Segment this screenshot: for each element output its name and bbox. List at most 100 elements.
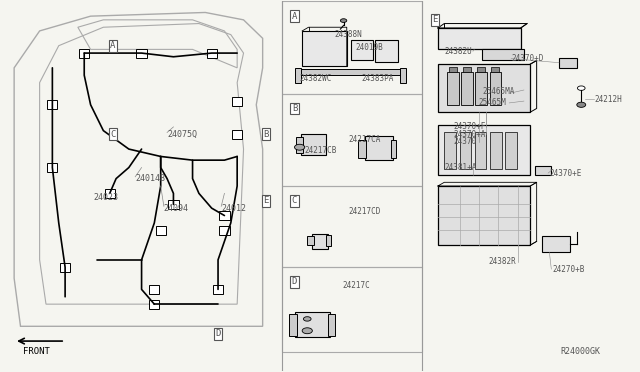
Text: 24382WC: 24382WC [300,74,332,83]
Bar [282,186,422,267]
Bar [492,67,499,72]
Text: 25465MA: 25465MA [483,87,515,96]
Bar [438,28,521,49]
Bar [282,1,422,94]
Text: 24370+A: 24370+A [454,130,486,139]
Bar [213,285,223,294]
Circle shape [340,19,347,22]
Text: 24075Q: 24075Q [167,130,197,139]
Bar [541,236,570,253]
Bar [483,49,524,61]
Bar [351,40,373,61]
Bar [232,130,243,139]
Bar [296,137,303,153]
Bar [447,71,459,105]
Bar [79,49,90,58]
Bar [60,263,70,272]
Bar [365,136,394,160]
Bar [301,134,326,155]
Bar [136,49,147,58]
Text: 24370: 24370 [454,137,477,146]
Bar [282,94,422,186]
Bar [220,226,230,235]
Bar [476,71,487,105]
Bar [149,285,159,294]
Bar [444,132,456,169]
Bar [302,31,347,66]
Bar [232,97,243,106]
Text: FRONT: FRONT [23,347,50,356]
Text: 24388N: 24388N [334,30,362,39]
Text: D: D [215,329,221,338]
Bar [149,300,159,309]
Text: C: C [110,130,116,139]
Bar [294,68,301,83]
Bar [294,68,406,75]
Bar [282,267,422,352]
Bar [358,140,366,158]
Circle shape [294,144,305,150]
Bar [376,40,397,62]
Bar [156,226,166,235]
Text: 24383PA: 24383PA [362,74,394,83]
Text: R24000GK: R24000GK [561,347,600,356]
Bar [294,311,330,337]
Text: A: A [292,12,297,21]
Text: C: C [292,196,297,205]
Text: 24217CA: 24217CA [349,135,381,144]
Text: 24014B: 24014B [135,174,165,183]
Bar [438,186,531,245]
Bar [207,49,217,58]
Bar [392,140,396,158]
Text: E: E [263,196,269,205]
Text: 24217CB: 24217CB [304,147,337,155]
Bar [490,71,501,105]
Bar [463,67,471,72]
Bar [449,67,457,72]
Bar [328,314,335,336]
Bar [220,211,230,220]
Bar [490,132,502,169]
Text: 24012: 24012 [221,203,246,213]
Bar [47,100,58,109]
Text: 24382U: 24382U [444,47,472,56]
Bar [326,235,332,246]
Text: B: B [292,104,297,113]
Bar [168,200,179,209]
Circle shape [302,328,312,334]
Bar [104,189,115,198]
Bar [461,71,473,105]
Text: 24270+B: 24270+B [552,264,585,273]
Text: 24370+F: 24370+F [454,122,486,131]
Text: 24023: 24023 [94,193,119,202]
Text: B: B [263,130,269,139]
Text: E: E [432,15,437,24]
Bar [438,64,531,112]
Circle shape [577,102,586,108]
Text: 24217CD: 24217CD [349,207,381,217]
Text: 24382R: 24382R [489,257,516,266]
Bar [460,132,471,169]
Bar [312,234,328,249]
Circle shape [577,86,585,90]
Bar [536,166,551,175]
Bar [438,125,531,175]
Bar [477,67,485,72]
Bar [307,236,314,245]
Bar [399,68,406,83]
Text: A: A [110,41,116,50]
Bar [506,132,517,169]
Text: 24370+D: 24370+D [511,54,543,63]
Text: 24370+E: 24370+E [549,169,582,177]
Text: 24217C: 24217C [342,281,370,290]
Text: 25465M: 25465M [478,99,506,108]
Text: 24381+A: 24381+A [444,163,477,172]
Text: 24094: 24094 [164,203,189,213]
Bar [289,314,297,336]
Bar [47,163,58,172]
Bar [475,132,486,169]
Bar [559,58,577,68]
Circle shape [303,317,311,321]
Text: D: D [292,278,297,286]
Text: 24212H: 24212H [594,95,621,104]
